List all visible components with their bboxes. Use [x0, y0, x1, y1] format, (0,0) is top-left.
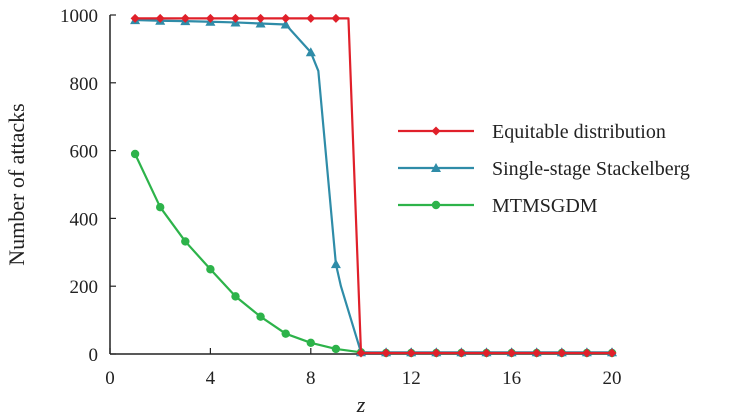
- data-point: [330, 259, 341, 269]
- data-point: [281, 329, 290, 338]
- series-layer: [130, 13, 617, 358]
- series-line: [134, 153, 612, 355]
- data-point: [180, 13, 190, 23]
- legend-marker: [431, 163, 441, 172]
- data-point: [306, 338, 315, 348]
- legend: Equitable distribution Single-stage Stack…: [398, 121, 690, 217]
- x-tick-label: 20: [603, 368, 622, 389]
- data-point: [181, 237, 190, 246]
- data-point: [280, 19, 291, 29]
- x-tick-label: 0: [105, 368, 115, 389]
- data-point: [130, 149, 140, 159]
- y-tick-label: 600: [70, 142, 99, 163]
- y-tick-label: 1000: [60, 6, 98, 27]
- data-point: [331, 344, 341, 354]
- data-point: [582, 348, 592, 358]
- series-equitable-distribution: [130, 13, 617, 358]
- y-tick-label: 0: [89, 345, 99, 366]
- series-line: [135, 17, 612, 355]
- data-point: [482, 348, 491, 358]
- data-point: [206, 265, 215, 274]
- legend-item: Single-stage Stackelberg: [398, 158, 690, 180]
- data-point: [431, 348, 441, 358]
- data-point: [356, 348, 366, 358]
- x-tick-label: 12: [402, 368, 421, 389]
- y-tick-label: 200: [70, 277, 99, 298]
- y-tick-label: 400: [70, 209, 99, 230]
- data-point: [331, 13, 341, 23]
- data-point: [231, 13, 240, 23]
- legend-item: Equitable distribution: [398, 121, 666, 143]
- data-point: [255, 18, 266, 28]
- data-point: [155, 13, 165, 23]
- data-point: [456, 348, 466, 358]
- data-point: [130, 13, 140, 23]
- data-point: [256, 312, 265, 321]
- y-tick-label: 800: [70, 74, 99, 95]
- axes: 0 200 400 600 800 1000 0 4 8 12 16 20: [60, 6, 622, 389]
- legend-label: Equitable distribution: [492, 121, 666, 143]
- data-point: [231, 292, 240, 301]
- x-tick-label: 8: [306, 368, 316, 389]
- y-axis-title: Number of attacks: [4, 103, 29, 266]
- data-point: [507, 348, 517, 358]
- legend-label: Single-stage Stackelberg: [492, 158, 690, 180]
- data-point: [406, 348, 416, 358]
- series-mtmsgdm: [130, 149, 617, 358]
- data-point: [557, 348, 567, 358]
- data-point: [305, 47, 316, 57]
- series-line: [135, 18, 612, 354]
- x-tick-label: 4: [206, 368, 216, 389]
- data-point: [381, 348, 391, 358]
- legend-marker: [431, 200, 441, 210]
- x-axis-title: z: [356, 392, 366, 416]
- data-point: [532, 348, 542, 358]
- data-point: [306, 13, 316, 23]
- data-point: [156, 203, 165, 212]
- series-single-stage-stackelberg: [130, 15, 617, 357]
- data-point: [205, 13, 215, 23]
- data-point: [256, 13, 266, 23]
- data-point: [607, 348, 617, 358]
- legend-item: MTMSGDM: [398, 195, 598, 217]
- legend-marker: [431, 126, 441, 136]
- legend-label: MTMSGDM: [492, 195, 598, 217]
- x-tick-label: 16: [502, 368, 521, 389]
- data-point: [281, 13, 291, 23]
